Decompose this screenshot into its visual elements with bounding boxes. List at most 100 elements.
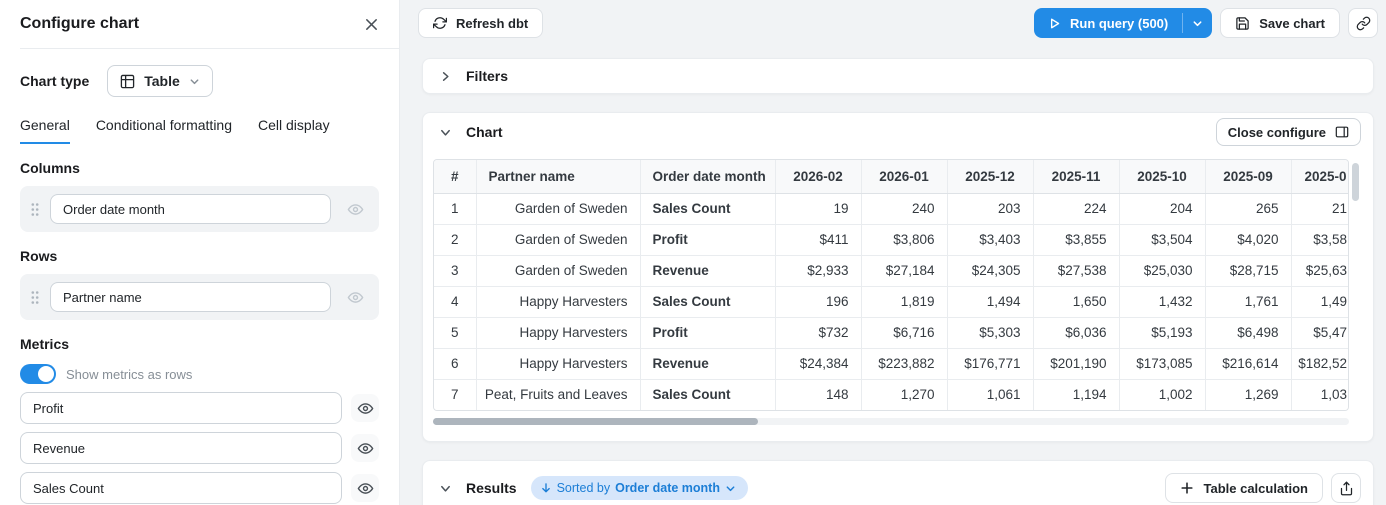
table-cell[interactable]: $25,030 <box>1119 255 1206 287</box>
column-header[interactable]: 2025-10 <box>1119 160 1206 194</box>
close-icon[interactable] <box>364 17 379 32</box>
sorted-by-badge[interactable]: Sorted by Order date month <box>530 476 748 500</box>
table-cell[interactable]: 1,03 <box>1291 379 1348 410</box>
table-cell[interactable]: Revenue <box>640 255 776 287</box>
run-query-options-button[interactable] <box>1183 8 1212 38</box>
table-cell[interactable]: 4 <box>434 286 477 318</box>
table-cell[interactable]: 7 <box>434 379 477 410</box>
table-cell[interactable]: Sales Count <box>640 379 776 410</box>
metric-input-sales-count[interactable] <box>20 472 342 504</box>
show-metrics-as-rows-toggle[interactable] <box>20 364 56 384</box>
tab-conditional-formatting[interactable]: Conditional formatting <box>95 117 232 133</box>
chart-type-select[interactable]: Table <box>107 65 213 97</box>
table-cell[interactable]: $5,193 <box>1119 317 1206 349</box>
table-cell[interactable]: 1,270 <box>861 379 948 410</box>
table-cell[interactable]: Sales Count <box>640 193 776 225</box>
table-cell[interactable]: Happy Harvesters <box>476 317 641 349</box>
table-cell[interactable]: Happy Harvesters <box>476 286 641 318</box>
table-cell[interactable]: 6 <box>434 348 477 380</box>
vertical-scrollbar-thumb[interactable] <box>1352 163 1359 201</box>
table-cell[interactable]: Profit <box>640 224 776 256</box>
table-cell[interactable]: $28,715 <box>1205 255 1292 287</box>
eye-icon[interactable] <box>351 434 379 462</box>
table-cell[interactable]: 1,819 <box>861 286 948 318</box>
table-cell[interactable]: $216,614 <box>1205 348 1292 380</box>
column-header[interactable]: 2026-02 <box>775 160 862 194</box>
table-cell[interactable]: $27,184 <box>861 255 948 287</box>
table-cell[interactable]: $176,771 <box>947 348 1034 380</box>
table-cell[interactable]: Garden of Sweden <box>476 193 641 225</box>
horizontal-scrollbar-thumb[interactable] <box>433 418 758 425</box>
table-cell[interactable]: 240 <box>861 193 948 225</box>
table-cell[interactable]: Happy Harvesters <box>476 348 641 380</box>
table-cell[interactable]: Garden of Sweden <box>476 255 641 287</box>
drag-handle-icon[interactable] <box>30 290 40 305</box>
table-calculation-button[interactable]: Table calculation <box>1165 473 1323 503</box>
table-cell[interactable]: 19 <box>775 193 862 225</box>
table-cell[interactable]: Garden of Sweden <box>476 224 641 256</box>
table-cell[interactable]: 1,194 <box>1033 379 1120 410</box>
table-cell[interactable]: 1,432 <box>1119 286 1206 318</box>
table-cell[interactable]: $5,303 <box>947 317 1034 349</box>
eye-icon[interactable] <box>351 474 379 502</box>
table-cell[interactable]: $6,498 <box>1205 317 1292 349</box>
column-header[interactable]: Order date month <box>640 160 776 194</box>
export-share-button[interactable] <box>1331 473 1361 503</box>
eye-icon[interactable] <box>341 283 369 311</box>
table-cell[interactable]: 1,061 <box>947 379 1034 410</box>
table-cell[interactable]: $3,403 <box>947 224 1034 256</box>
table-cell[interactable]: 1,49 <box>1291 286 1348 318</box>
chevron-right-icon[interactable] <box>439 70 452 83</box>
table-cell[interactable]: $3,806 <box>861 224 948 256</box>
column-header[interactable]: 2025-11 <box>1033 160 1120 194</box>
table-cell[interactable]: 1,269 <box>1205 379 1292 410</box>
refresh-dbt-button[interactable]: Refresh dbt <box>418 8 544 38</box>
table-cell[interactable]: 3 <box>434 255 477 287</box>
table-cell[interactable]: $24,305 <box>947 255 1034 287</box>
tab-cell-display[interactable]: Cell display <box>258 117 330 133</box>
column-header[interactable]: 2025-0 <box>1291 160 1348 194</box>
table-cell[interactable]: $3,58 <box>1291 224 1348 256</box>
column-header[interactable]: Partner name <box>476 160 641 194</box>
table-cell[interactable]: 1,650 <box>1033 286 1120 318</box>
table-cell[interactable]: $6,036 <box>1033 317 1120 349</box>
run-query-button[interactable]: Run query (500) <box>1034 8 1182 38</box>
table-cell[interactable]: $3,504 <box>1119 224 1206 256</box>
table-cell[interactable]: 5 <box>434 317 477 349</box>
table-cell[interactable]: Peat, Fruits and Leaves <box>476 379 641 410</box>
metric-input-profit[interactable] <box>20 392 342 424</box>
table-cell[interactable]: 196 <box>775 286 862 318</box>
share-link-button[interactable] <box>1348 8 1378 38</box>
table-cell[interactable]: $173,085 <box>1119 348 1206 380</box>
rows-field-input[interactable] <box>50 282 331 312</box>
chevron-down-icon[interactable] <box>439 126 452 139</box>
table-cell[interactable]: 224 <box>1033 193 1120 225</box>
table-cell[interactable]: Revenue <box>640 348 776 380</box>
table-cell[interactable]: $24,384 <box>775 348 862 380</box>
table-cell[interactable]: $25,63 <box>1291 255 1348 287</box>
table-cell[interactable]: $3,855 <box>1033 224 1120 256</box>
table-cell[interactable]: $6,716 <box>861 317 948 349</box>
close-configure-button[interactable]: Close configure <box>1215 118 1361 146</box>
table-cell[interactable]: 1 <box>434 193 477 225</box>
tab-general[interactable]: General <box>20 117 70 144</box>
horizontal-scrollbar-track[interactable] <box>433 418 1349 425</box>
filters-panel[interactable]: Filters <box>422 58 1374 94</box>
eye-icon[interactable] <box>351 394 379 422</box>
save-chart-button[interactable]: Save chart <box>1220 8 1340 38</box>
column-header[interactable]: # <box>434 160 477 194</box>
table-cell[interactable]: 265 <box>1205 193 1292 225</box>
table-cell[interactable]: $5,47 <box>1291 317 1348 349</box>
column-header[interactable]: 2025-09 <box>1205 160 1292 194</box>
table-cell[interactable]: 1,002 <box>1119 379 1206 410</box>
table-cell[interactable]: 21 <box>1291 193 1348 225</box>
table-cell[interactable]: $223,882 <box>861 348 948 380</box>
eye-icon[interactable] <box>341 195 369 223</box>
table-cell[interactable]: $201,190 <box>1033 348 1120 380</box>
table-cell[interactable]: Sales Count <box>640 286 776 318</box>
table-cell[interactable]: 203 <box>947 193 1034 225</box>
column-header[interactable]: 2025-12 <box>947 160 1034 194</box>
table-cell[interactable]: $732 <box>775 317 862 349</box>
table-cell[interactable]: 1,761 <box>1205 286 1292 318</box>
table-cell[interactable]: $4,020 <box>1205 224 1292 256</box>
